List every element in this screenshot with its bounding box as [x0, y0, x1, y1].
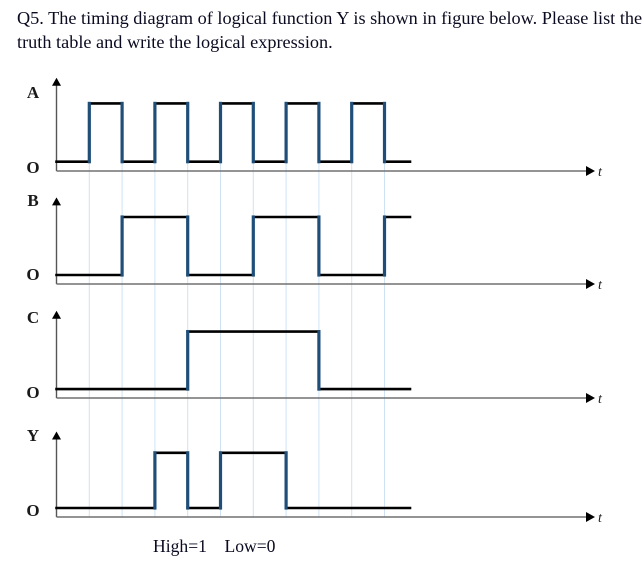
svg-text:t: t [598, 511, 603, 526]
svg-text:t: t [598, 165, 603, 180]
svg-text:t: t [598, 278, 603, 293]
svg-text:Y: Y [27, 426, 39, 445]
svg-text:A: A [27, 83, 40, 102]
svg-text:C: C [27, 308, 39, 327]
svg-text:O: O [26, 501, 39, 520]
svg-text:O: O [26, 265, 39, 284]
svg-text:B: B [27, 191, 38, 210]
svg-text:O: O [26, 158, 39, 177]
svg-text:O: O [26, 383, 39, 402]
svg-text:t: t [598, 392, 603, 407]
